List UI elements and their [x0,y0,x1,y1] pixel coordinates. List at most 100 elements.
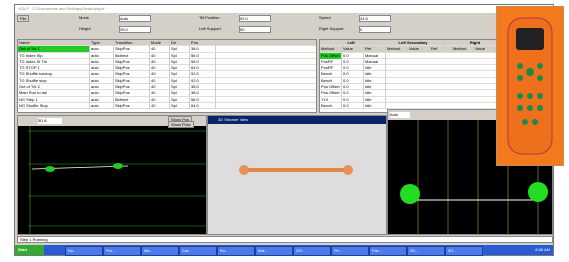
table-cell: 40 [150,90,170,96]
table-cell: Spl [170,103,190,109]
drum [343,165,353,175]
table-cell: Out of Trk 1 [18,46,90,52]
table-cell: TG STOP 1 [18,65,90,71]
table-cell: TG Index St Trk [18,59,90,65]
task-item[interactable]: 2D... [407,246,445,256]
config-cell: Idle [364,78,386,84]
column-header: Value [342,46,364,52]
task-item[interactable]: GO... [293,246,331,256]
table-cell: auto [90,97,114,103]
table-cell: 40 [150,71,170,77]
table-cell: NG Shuffle Stop [18,103,90,109]
table-cell: SkipPos [114,71,150,77]
table-cell: 38.0 [190,46,216,52]
column-header: Value [408,46,430,52]
table-cell: Spl [170,65,190,71]
drum [528,182,548,202]
task-item[interactable]: Pro... [103,246,141,256]
table-cell: SkipPos [114,65,150,71]
shearer-view: 3D Shearer View [207,115,387,235]
field-label: Right Support [319,26,343,31]
field-value[interactable]: 50 [239,26,271,33]
table-cell: SkipPos [114,90,150,96]
field-label: Left Support [199,26,221,31]
field-value[interactable]: 0 [359,26,391,33]
task-item[interactable]: 3D... [445,246,483,256]
table-cell: auto [90,78,114,84]
field-value[interactable]: 24.5 [359,15,391,22]
table-cell: SkipPos [114,103,150,109]
config-cell: Pos Offset [320,53,342,59]
table-cell: Bidirect [114,97,150,103]
pane-field[interactable]: 3D 8 [38,118,62,124]
grid [28,126,206,234]
left-pane: 3D 8 Show Pos Show Flow [17,115,207,235]
config-cell: Bench [320,103,342,109]
column-header: Pos [190,40,216,46]
start-button[interactable]: Start [15,245,44,255]
table-cell: 92.0 [190,78,216,84]
field-value[interactable]: 92.0 [239,15,271,22]
remote-control [496,6,564,166]
table-cell: TG Shuffle backup [18,71,90,77]
config-cell: Pos Offset [320,90,342,96]
field-value[interactable]: 25.0 [119,26,151,33]
drum [113,163,123,169]
task-item[interactable]: Fac... [369,246,407,256]
config-cell: 0.0 [342,71,364,77]
toolbar-buttons[interactable]: File [17,15,77,23]
view-title: 3D Shearer View [208,116,386,124]
screen: GOLF - C:\Documents and Settings\Desktop… [0,0,569,262]
table-cell: 56.0 [190,97,216,103]
table-cell: 40 [150,46,170,52]
field-value[interactable]: Auto [119,15,151,22]
table-cell: 40 [150,103,170,109]
table-cell: auto [90,103,114,109]
table-cell: 40 [150,65,170,71]
table-cell: Spl [170,46,190,52]
table-cell: TG Shuffle stop [18,78,90,84]
table-cell: Main Run to tail [18,90,90,96]
menu[interactable]: File [17,15,29,22]
column-header: Type [90,40,114,46]
table-cell: 38.0 [190,90,216,96]
task-item[interactable]: Ro... [217,246,255,256]
task-item[interactable]: Mic... [141,246,179,256]
task-item[interactable]: Pe... [331,246,369,256]
table-cell: Spl [170,97,190,103]
task-item[interactable]: No... [65,246,103,256]
drum [239,165,249,175]
status-bar: Step 1 Running [17,236,553,243]
remote-screen [516,28,544,50]
table-cell: Out of Trk 2 [18,84,90,90]
table-cell: Spl [170,71,190,77]
field-label: Mode [79,15,89,20]
field-label: Speed [319,15,331,20]
config-cell: 0.0 [342,84,364,90]
column-header: Ref [364,46,386,52]
config-cell: PosRF [320,65,342,71]
config-cell: Idle [364,84,386,90]
drum [45,166,55,172]
title-bar: GOLF - C:\Documents and Settings\Desktop… [15,5,553,13]
column-header: Name [18,40,90,46]
track-plot [18,126,206,234]
column-header: Mode [150,40,170,46]
column-header: Transition [114,40,150,46]
config-cell: 0.0 [342,53,364,59]
shearer-model [208,124,386,234]
table-body: Out of Trk 1autoSkipPos40Spl38.0TG Index… [18,46,316,109]
table-cell: 40 [150,78,170,84]
column-header: Method [320,46,342,52]
mode-select[interactable]: Auto [390,112,410,118]
field-label: Tilt Position [199,15,220,20]
table-cell: 40 [150,53,170,59]
step-table: NameTypeTransitionModeDirPos Out of Trk … [17,39,317,113]
config-cell: 0.0 [342,103,364,109]
task-item[interactable]: Cal... [179,246,217,256]
table-cell: Spl [170,59,190,65]
table-cell: Spl [170,90,190,96]
config-cell: 0.0 [342,65,364,71]
task-item[interactable]: Mai... [255,246,293,256]
